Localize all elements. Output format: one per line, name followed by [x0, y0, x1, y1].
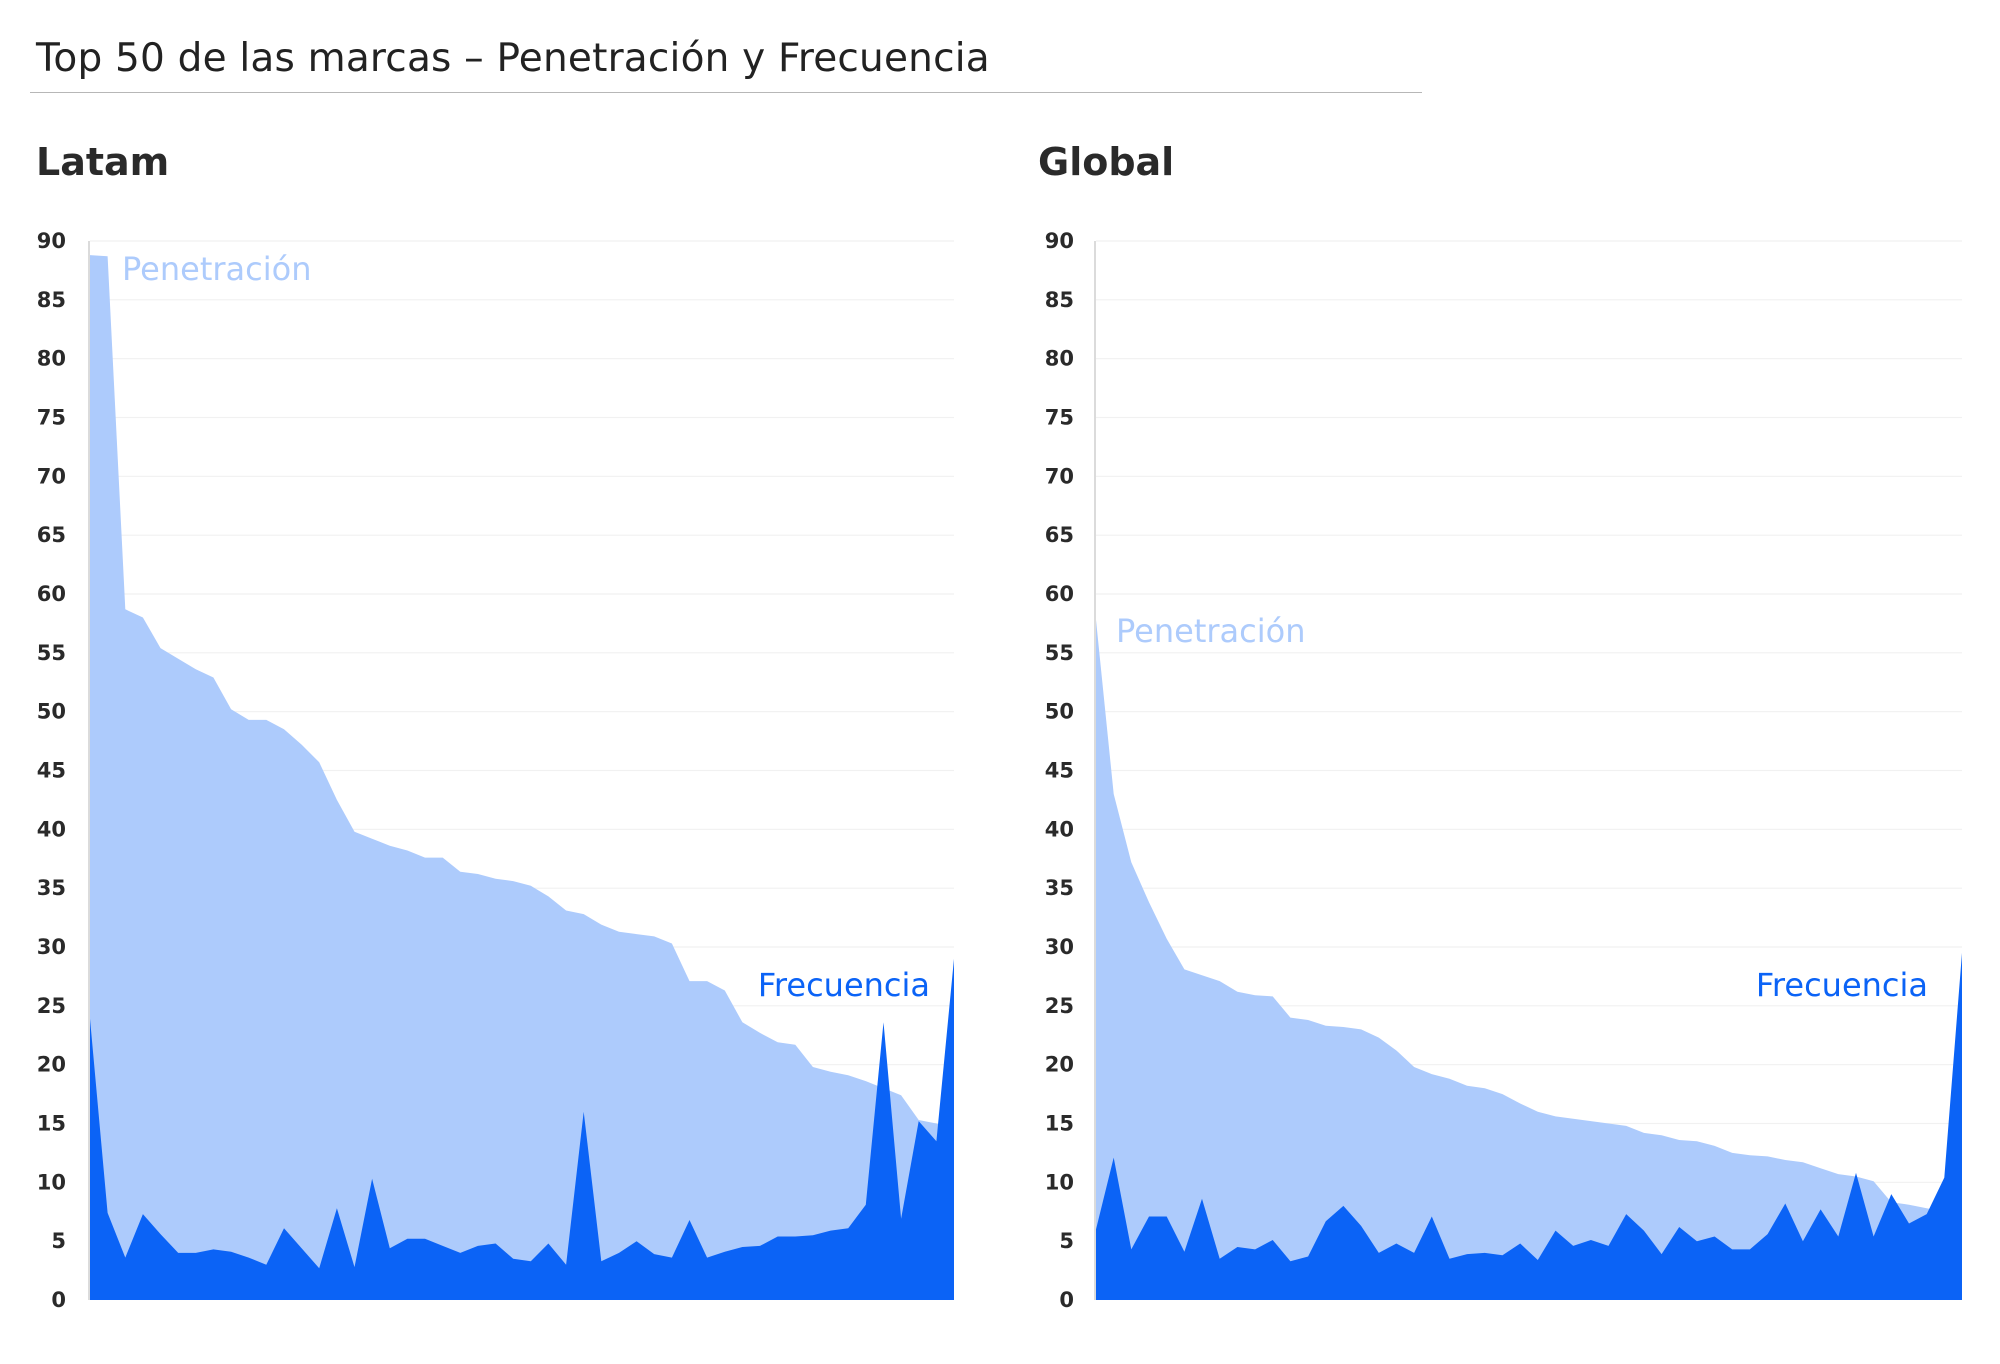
y-tick-label: 40 [1045, 817, 1074, 841]
y-tick-label: 75 [37, 406, 66, 430]
y-tick-label: 40 [37, 817, 66, 841]
y-tick-label: 10 [1045, 1170, 1074, 1194]
global-panel-title: Global [1038, 140, 1175, 184]
y-tick-label: 85 [37, 288, 66, 312]
y-tick-label: 0 [51, 1288, 66, 1312]
latam-chart: 0 5 10 15 20 25 30 35 40 45 50 55 60 65 70 75 80 85 90 Pene… [37, 229, 954, 1312]
y-tick-label: 60 [1045, 582, 1074, 606]
penetration-area [90, 255, 954, 1301]
y-tick-label: 15 [37, 1112, 66, 1136]
frequency-area [90, 958, 954, 1300]
y-tick-label: 20 [37, 1053, 66, 1077]
y-tick-label: 70 [37, 464, 66, 488]
y-tick-label: 55 [1045, 641, 1074, 665]
y-tick-label: 85 [1045, 288, 1074, 312]
y-tick-label: 25 [37, 994, 66, 1018]
y-tick-label: 20 [1045, 1053, 1074, 1077]
frequency-label: Frecuencia [1756, 966, 1928, 1004]
y-tick-label: 65 [1045, 523, 1074, 547]
frequency-area [1096, 952, 1962, 1300]
y-tick-label: 70 [1045, 464, 1074, 488]
penetration-label: Penetración [1116, 612, 1305, 650]
penetration-label: Penetración [122, 250, 311, 288]
y-tick-label: 30 [1045, 935, 1074, 959]
y-tick-label: 10 [37, 1170, 66, 1194]
y-tick-label: 30 [37, 935, 66, 959]
y-tick-label: 75 [1045, 406, 1074, 430]
y-tick-label: 80 [1045, 347, 1074, 371]
latam-panel-title: Latam [36, 140, 170, 184]
y-tick-label: 90 [1045, 229, 1074, 253]
y-tick-label: 60 [37, 582, 66, 606]
y-tick-label: 65 [37, 523, 66, 547]
y-tick-label: 50 [37, 700, 66, 724]
y-tick-label: 45 [37, 759, 66, 783]
frequency-label: Frecuencia [758, 966, 930, 1004]
y-tick-label: 35 [37, 876, 66, 900]
y-tick-label: 5 [51, 1229, 66, 1253]
y-tick-label: 45 [1045, 759, 1074, 783]
y-tick-label: 15 [1045, 1112, 1074, 1136]
y-tick-label: 55 [37, 641, 66, 665]
y-tick-label: 80 [37, 347, 66, 371]
title-divider [30, 92, 1422, 93]
y-tick-label: 25 [1045, 994, 1074, 1018]
penetration-area [1096, 619, 1962, 1300]
y-tick-label: 50 [1045, 700, 1074, 724]
y-tick-label: 5 [1059, 1229, 1074, 1253]
global-chart: 0 5 10 15 20 25 30 35 40 45 50 55 60 65 70 75 80 85 90 Pene… [1045, 229, 1962, 1312]
page-title: Top 50 de las marcas – Penetración y Fre… [36, 36, 990, 81]
y-tick-label: 90 [37, 229, 66, 253]
y-tick-label: 0 [1059, 1288, 1074, 1312]
y-tick-label: 35 [1045, 876, 1074, 900]
